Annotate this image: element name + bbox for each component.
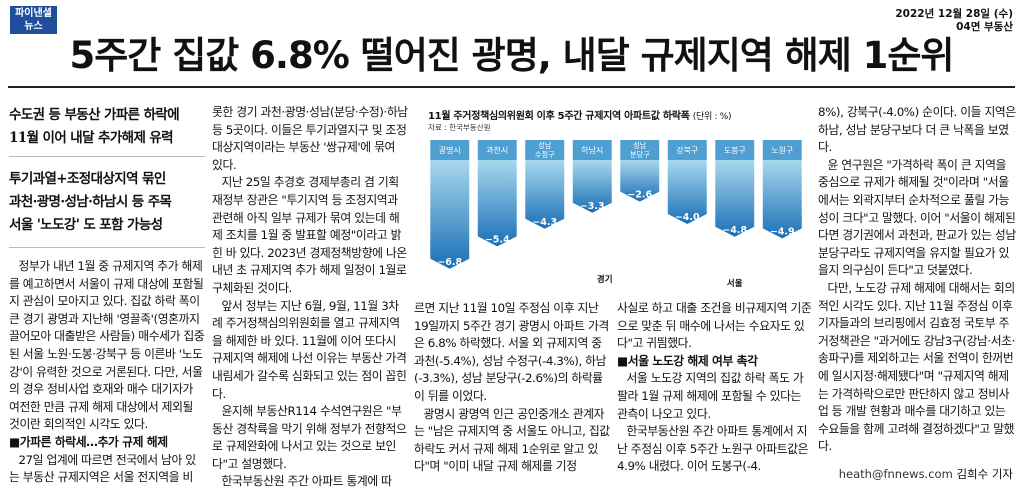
byline: heath@fnnews.com 김희수 기자 <box>839 466 1013 482</box>
category-label: 분당구 <box>630 150 650 159</box>
category-label: 성남 <box>538 141 552 150</box>
masthead-logo: 파이낸셜 뉴스 <box>10 6 57 34</box>
paragraph: 르면 지난 11월 10일 주정심 이후 지난 19일까지 5주간 경기 광명시… <box>414 301 609 403</box>
chart-unit: (단위 : %) <box>692 112 732 122</box>
chart-title-text: 11월 주거정책심의위원회 이후 5주간 규제지역 아파트값 하락폭 <box>428 111 690 122</box>
value-label: −6.8 <box>437 257 462 268</box>
category-label-box <box>525 140 565 160</box>
deck-divider <box>9 247 205 248</box>
category-label-box <box>715 140 755 160</box>
bar <box>477 160 517 247</box>
deck-line: 투기과열+조정대상지역 묶인 <box>9 171 166 187</box>
deck-secondary: 투기과열+조정대상지역 묶인 과천·광명·성남·하남시 등 주목 서울 '노도강… <box>9 168 205 237</box>
category-label: 수정구 <box>535 150 555 159</box>
value-label: −4.8 <box>722 225 747 236</box>
category-label-box <box>762 140 802 160</box>
paragraph: 윤지해 부동산R114 수석연구원은 "부동산 경착륙을 막기 위해 정부가 전… <box>212 404 407 471</box>
group-label: 서울 <box>727 278 743 289</box>
category-label-box <box>430 140 470 160</box>
article-column-4: 사실로 하고 대출 조건을 비규제지역 기준으로 맞춘 뒤 매수에 나서는 수요… <box>617 300 812 488</box>
chart-title: 11월 주거정책심의위원회 이후 5주간 규제지역 아파트값 하락폭 (단위 :… <box>428 107 732 122</box>
reporter-name: 김희수 기자 <box>956 467 1013 481</box>
paragraph: 앞서 정부는 지난 6월, 9월, 11월 3차례 주거정책심의위원회를 열고 … <box>212 298 407 401</box>
headline: 5주간 집값 6.8% 떨어진 광명, 내달 규제지역 해제 1순위 <box>69 34 955 77</box>
category-label-box <box>572 140 612 160</box>
group-label: 경기 <box>597 274 613 285</box>
category-label-box <box>620 140 660 160</box>
article-column-5: 8%), 강북구(-4.0%) 순이다. 이들 지역은 하남, 성남 분당구보다… <box>818 104 1016 466</box>
paragraph: 사실로 하고 대출 조건을 비규제지역 기준으로 맞춘 뒤 매수에 나서는 수요… <box>617 301 812 351</box>
category-label: 성남 <box>633 141 647 150</box>
logo-line2: 뉴스 <box>24 21 43 32</box>
deck-divider <box>9 156 205 157</box>
category-label: 광명시 <box>439 145 461 155</box>
deck-line: 과천·광명·성남·하남시 등 주목 <box>9 194 172 210</box>
dateline: 2022년 12월 28일 (수) 04면 부동산 <box>895 8 1013 34</box>
bar <box>762 160 802 239</box>
value-label: −4.0 <box>675 212 700 223</box>
value-label: −5.4 <box>485 234 510 245</box>
reporter-email: heath@fnnews.com <box>838 467 953 481</box>
paragraph: 광명시 광명역 인근 공인중개소 관계자는 "남은 규제지역 중 서울도 아니고… <box>414 406 610 474</box>
article-column-1: 정부가 내년 1월 중 규제지역 추가 해제를 예고하면서 서울이 규제 대상에… <box>9 258 205 490</box>
category-label: 과천시 <box>486 145 508 155</box>
paragraph: 서울 노도강 지역의 집값 하락 폭도 가팔라 1월 규제 해제에 포함될 수 … <box>617 371 804 421</box>
deck-primary: 수도권 등 부동산 가파른 하락에 11월 이어 내달 추가해제 유력 <box>9 104 205 150</box>
category-label-box <box>477 140 517 160</box>
issue-date: 2022년 12월 28일 (수) <box>895 8 1013 20</box>
paragraph: 한국부동산원 주간 아파트 통계에서 지난 주정심 이후 5주간 노원구 아파트… <box>617 424 809 474</box>
page-section: 04면 부동산 <box>956 21 1013 33</box>
logo-line1: 파이낸셜 <box>15 8 52 19</box>
article-column-3: 르면 지난 11월 10일 주정심 이후 지난 19일까지 5주간 경기 광명시… <box>414 300 610 488</box>
category-label: 도봉구 <box>724 146 746 155</box>
bar <box>667 160 707 224</box>
deck-line: 서울 '노도강' 도 포함 가능성 <box>9 217 163 233</box>
category-label: 하남시 <box>581 145 603 155</box>
bar <box>572 160 612 213</box>
subheading: ■서울 노도강 해제 여부 촉각 <box>617 353 758 368</box>
paragraph: 27일 업계에 따르면 전국에서 남아 있는 부동산 규제지역은 서울 전지역을… <box>9 452 196 485</box>
category-label: 노원구 <box>771 146 793 155</box>
category-label: 강북구 <box>676 145 698 155</box>
headline-rule <box>8 86 1015 88</box>
article-column-2: 롯한 경기 과천·광명·성남(분당·수정)·하남 등 5곳이다. 이들은 투기과… <box>212 104 408 488</box>
paragraph: 지난 25일 추경호 경제부총리 겸 기획재정부 장관은 "투기지역 등 조정지… <box>212 175 407 295</box>
value-label: −2.6 <box>627 190 652 201</box>
bar <box>525 160 565 229</box>
paragraph: 정부가 내년 1월 중 규제지역 추가 해제를 예고하면서 서울이 규제 대상에… <box>9 259 205 432</box>
paragraph: 롯한 경기 과천·광명·성남(분당·수정)·하남 등 5곳이다. 이들은 투기과… <box>212 105 408 172</box>
paragraph: 한국부동산원 주간 아파트 통계에 따 <box>221 474 392 488</box>
paragraph: 8%), 강북구(-4.0%) 순이다. 이들 지역은 하남, 성남 분당구보다… <box>818 105 1016 155</box>
paragraph: 다만, 노도강 규제 해제에 대해서는 회의적인 시각도 있다. 지난 11월 … <box>818 280 1015 454</box>
bar <box>620 160 660 202</box>
value-label: −3.3 <box>580 201 605 212</box>
chart-canvas: 광명시−6.8과천시−5.4성남수정구−4.3하남시−3.3성남분당구−2.6강… <box>430 140 802 289</box>
bar <box>430 160 470 269</box>
value-label: −4.9 <box>770 226 795 237</box>
price-drop-chart: 광명시 −6.8 과천시 −5.4 성남 수정구 −4.3 하남시 −3.3 성남 분당구 −2.6 강… <box>414 104 812 294</box>
bar <box>715 160 755 237</box>
category-label-box <box>667 140 707 160</box>
value-label: −4.3 <box>532 217 557 228</box>
chart-source: 자료 : 한국부동산원 <box>428 123 491 132</box>
subheading: ■가파른 하락세…추가 규제 해제 <box>9 434 168 449</box>
deck-line: 11월 이어 내달 추가해제 유력 <box>9 130 174 146</box>
paragraph: 윤 연구원은 "가격하락 폭이 큰 지역을 중심으로 규제가 해제될 것"이라며… <box>818 157 1016 278</box>
deck-line: 수도권 등 부동산 가파른 하락에 <box>9 107 180 123</box>
